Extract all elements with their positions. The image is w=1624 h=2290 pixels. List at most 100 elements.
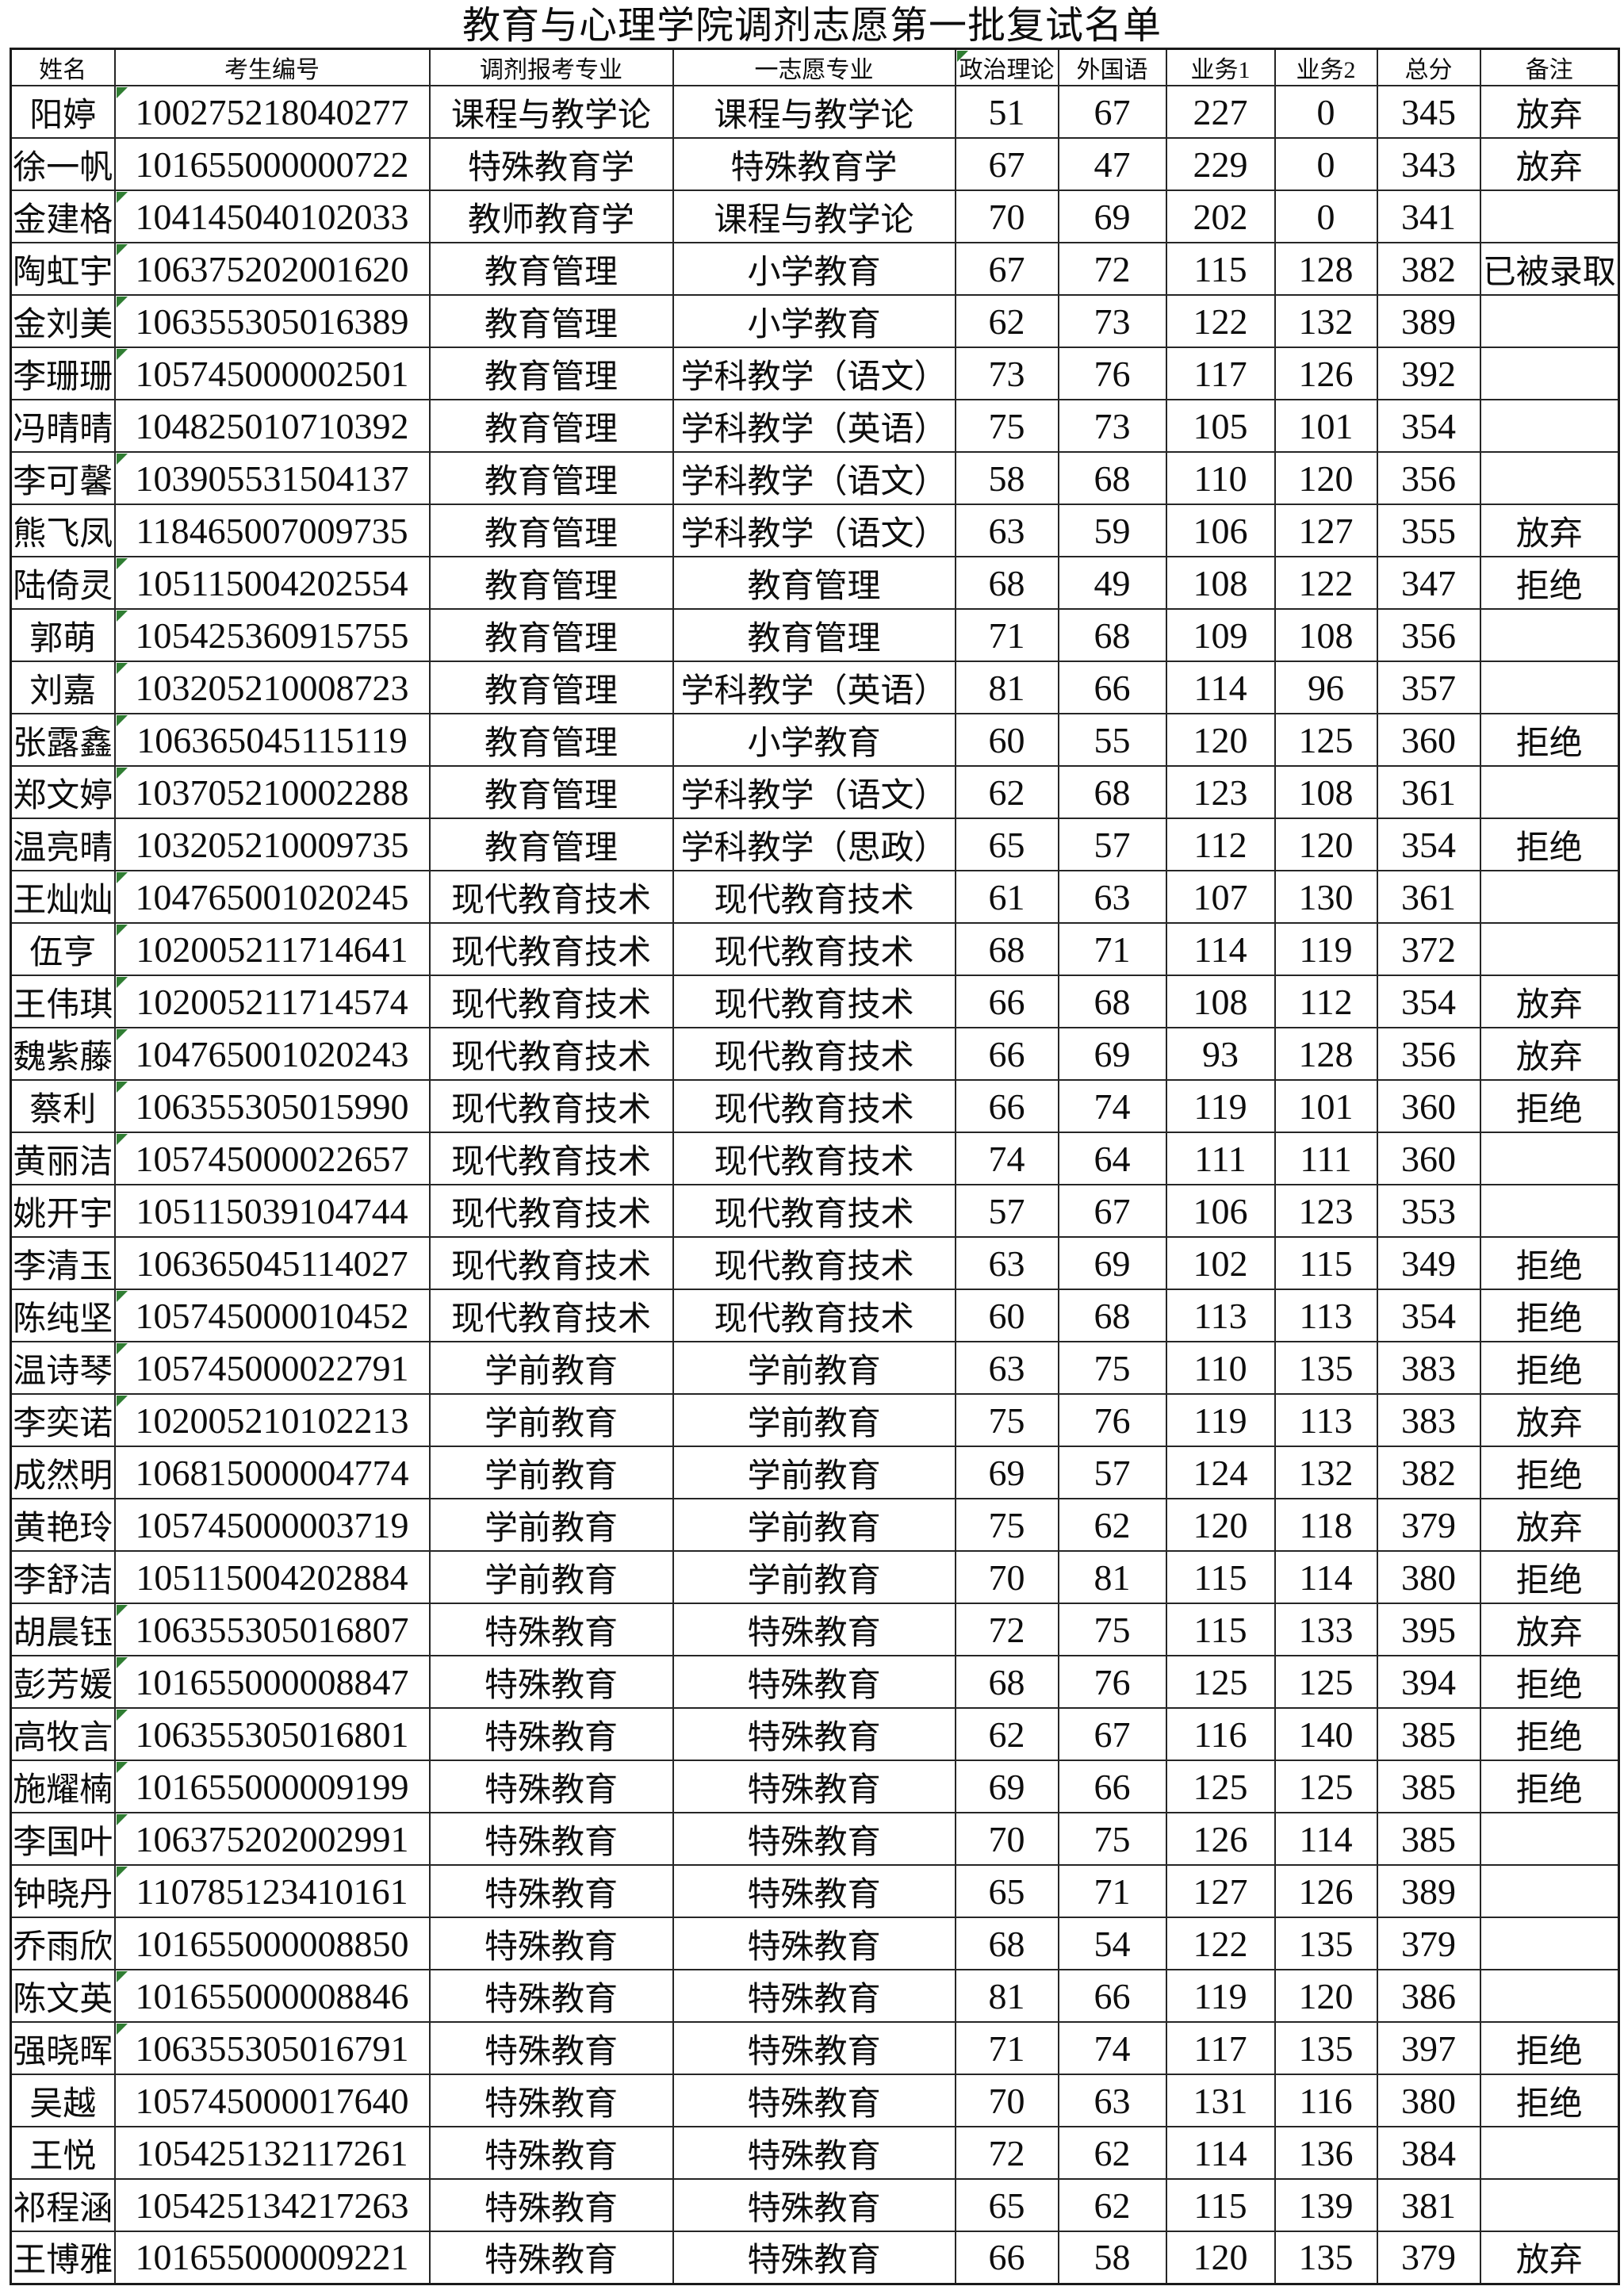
col-header-candidate-id: 考生编号 — [113, 48, 431, 86]
cell-business1-score: 122 — [1165, 294, 1276, 348]
cell-total-score: 385 — [1376, 1812, 1481, 1866]
cell-business1-score: 131 — [1165, 2074, 1276, 2127]
cell-politics-score: 72 — [954, 2126, 1059, 2180]
cell-business1-score: 117 — [1165, 347, 1276, 400]
cell-first-major: 小学教育 — [672, 294, 956, 348]
cell-first-major: 特殊教育 — [672, 1603, 956, 1656]
cell-first-major: 特殊教育学 — [672, 137, 956, 191]
col-header-politics: 政治理论 — [954, 48, 1059, 86]
cell-business2-score: 114 — [1274, 1550, 1378, 1604]
cell-business2-score: 140 — [1274, 1707, 1378, 1761]
cell-total-score: 380 — [1376, 1550, 1481, 1604]
cell-remark — [1479, 1132, 1620, 1185]
cell-error-flag-icon — [116, 663, 128, 674]
cell-business2-score: 130 — [1274, 870, 1378, 924]
cell-remark: 拒绝 — [1479, 1289, 1620, 1342]
cell-business2-score: 135 — [1274, 2231, 1378, 2284]
cell-foreign-score: 75 — [1057, 1603, 1167, 1656]
cell-remark: 已被录取 — [1479, 242, 1620, 296]
table-row: 李国叶 106375202002991 特殊教育 特殊教育 70 75 126 … — [10, 1812, 1620, 1866]
cell-error-flag-icon — [116, 1082, 128, 1093]
cell-first-major: 特殊教育 — [672, 1707, 956, 1761]
cell-name: 陈纯坚 — [10, 1289, 116, 1342]
cell-first-major: 学科教学（语文） — [672, 451, 956, 505]
cell-remark: 拒绝 — [1479, 1079, 1620, 1133]
cell-remark: 放弃 — [1479, 1603, 1620, 1656]
cell-business2-score: 113 — [1274, 1289, 1378, 1342]
cell-foreign-score: 67 — [1057, 1184, 1167, 1238]
cell-total-score: 379 — [1376, 1917, 1481, 1970]
cell-remark: 拒绝 — [1479, 1446, 1620, 1499]
cell-politics-score: 60 — [954, 713, 1059, 767]
cell-adjust-major: 特殊教育 — [428, 2126, 674, 2180]
cell-candidate-id: 105425134217263 — [113, 2178, 431, 2232]
cell-adjust-major: 教育管理 — [428, 818, 674, 871]
cell-name: 高牧言 — [10, 1707, 116, 1761]
cell-first-major: 学前教育 — [672, 1341, 956, 1395]
cell-politics-score: 58 — [954, 451, 1059, 505]
table-row: 李舒洁 105115004202884 学前教育 学前教育 70 81 115 … — [10, 1550, 1620, 1604]
cell-name: 王悦 — [10, 2126, 116, 2180]
cell-politics-score: 65 — [954, 2178, 1059, 2232]
cell-total-score: 386 — [1376, 1969, 1481, 2023]
cell-politics-score: 68 — [954, 1655, 1059, 1709]
table-row: 王灿灿 104765001020245 现代教育技术 现代教育技术 61 63 … — [10, 870, 1620, 924]
cell-first-major: 特殊教育 — [672, 2126, 956, 2180]
cell-first-major: 现代教育技术 — [672, 1132, 956, 1185]
cell-politics-score: 70 — [954, 190, 1059, 243]
cell-candidate-id: 104765001020245 — [113, 870, 431, 924]
cell-total-score: 356 — [1376, 451, 1481, 505]
cell-business1-score: 126 — [1165, 1812, 1276, 1866]
cell-first-major: 学科教学（思政） — [672, 818, 956, 871]
cell-candidate-id: 106375202002991 — [113, 1812, 431, 1866]
cell-politics-score: 67 — [954, 242, 1059, 296]
cell-total-score: 389 — [1376, 1864, 1481, 1918]
cell-first-major: 特殊教育 — [672, 1969, 956, 2023]
cell-candidate-id: 101655000009199 — [113, 1760, 431, 1813]
cell-total-score: 379 — [1376, 1498, 1481, 1552]
cell-total-score: 397 — [1376, 2021, 1481, 2075]
cell-politics-score: 66 — [954, 1027, 1059, 1081]
cell-name: 李珊珊 — [10, 347, 116, 400]
cell-business2-score: 0 — [1274, 85, 1378, 139]
cell-business2-score: 112 — [1274, 975, 1378, 1028]
cell-total-score: 341 — [1376, 190, 1481, 243]
cell-business1-score: 106 — [1165, 504, 1276, 557]
cell-foreign-score: 67 — [1057, 1707, 1167, 1761]
cell-business1-score: 114 — [1165, 661, 1276, 714]
cell-remark: 拒绝 — [1479, 1236, 1620, 1290]
table-row: 陶虹宇 106375202001620 教育管理 小学教育 67 72 115 … — [10, 242, 1620, 296]
cell-candidate-id: 101655000008850 — [113, 1917, 431, 1970]
cell-foreign-score: 75 — [1057, 1812, 1167, 1866]
cell-candidate-id: 106355305016791 — [113, 2021, 431, 2075]
cell-remark — [1479, 2126, 1620, 2180]
cell-remark — [1479, 190, 1620, 243]
cell-adjust-major: 教师教育学 — [428, 190, 674, 243]
col-header-first-major-label: 一志愿专业 — [754, 57, 874, 83]
cell-error-flag-icon — [116, 192, 128, 203]
cell-business1-score: 110 — [1165, 451, 1276, 505]
cell-total-score: 380 — [1376, 2074, 1481, 2127]
cell-adjust-major: 现代教育技术 — [428, 1184, 674, 1238]
cell-business1-score: 115 — [1165, 2178, 1276, 2232]
cell-adjust-major: 现代教育技术 — [428, 1236, 674, 1290]
cell-total-score: 356 — [1376, 1027, 1481, 1081]
cell-error-flag-icon — [116, 1762, 128, 1773]
cell-business1-score: 202 — [1165, 190, 1276, 243]
cell-name: 温亮晴 — [10, 818, 116, 871]
cell-adjust-major: 教育管理 — [428, 242, 674, 296]
cell-foreign-score: 63 — [1057, 870, 1167, 924]
cell-adjust-major: 特殊教育 — [428, 1917, 674, 1970]
table-row: 徐一帆 101655000000722 特殊教育学 特殊教育学 67 47 22… — [10, 137, 1620, 191]
cell-candidate-id: 101655000009221 — [113, 2231, 431, 2284]
cell-first-major: 特殊教育 — [672, 1864, 956, 1918]
table-row: 阳婷 100275218040277 课程与教学论 课程与教学论 51 67 2… — [10, 85, 1620, 139]
cell-name: 黄丽洁 — [10, 1132, 116, 1185]
cell-total-score: 384 — [1376, 2126, 1481, 2180]
cell-politics-score: 70 — [954, 2074, 1059, 2127]
cell-adjust-major: 特殊教育 — [428, 2021, 674, 2075]
table-row: 施耀楠 101655000009199 特殊教育 特殊教育 69 66 125 … — [10, 1760, 1620, 1813]
cell-politics-score: 75 — [954, 1393, 1059, 1447]
table-row: 姚开宇 105115039104744 现代教育技术 现代教育技术 57 67 … — [10, 1184, 1620, 1238]
cell-business1-score: 119 — [1165, 1079, 1276, 1133]
